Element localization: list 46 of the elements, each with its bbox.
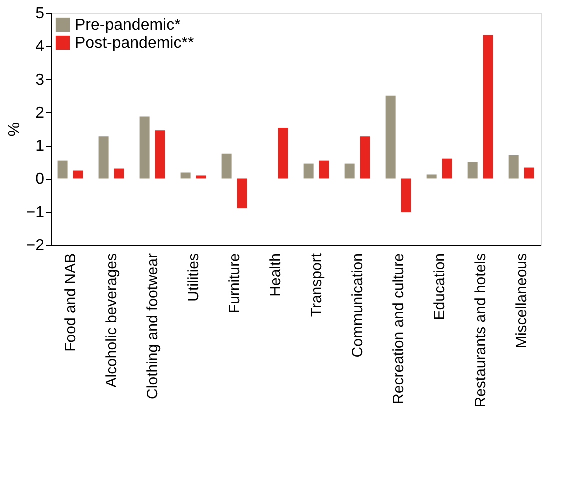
bar <box>386 96 396 179</box>
bar <box>196 176 206 179</box>
bar <box>180 172 191 179</box>
bar <box>114 168 124 179</box>
bar <box>508 156 519 179</box>
bar <box>155 130 166 179</box>
y-tick-label: −2 <box>26 238 45 254</box>
bar <box>222 154 232 179</box>
x-tick-label: Food and NAB <box>62 254 80 352</box>
bar <box>344 164 355 179</box>
y-tick-label: −1 <box>26 204 45 222</box>
bar <box>426 174 437 179</box>
x-tick-label: Education <box>432 254 449 320</box>
x-tick-label: Transport <box>308 252 326 318</box>
x-tick-label: Alcoholic beverages <box>103 254 120 388</box>
y-axis-title: % <box>6 122 24 137</box>
bar <box>524 168 534 179</box>
y-tick-label: 0 <box>36 171 45 188</box>
bar <box>237 178 248 209</box>
x-tick-label: Furniture <box>226 254 244 314</box>
y-tick-label: 3 <box>36 72 45 89</box>
bar <box>140 116 150 179</box>
bar <box>278 128 288 179</box>
bar <box>442 158 452 179</box>
x-tick-label: Utilities <box>185 254 202 302</box>
x-tick-label: Recreation and culture <box>390 254 408 404</box>
bar <box>319 160 330 179</box>
y-tick-label: 1 <box>36 138 45 156</box>
bar <box>304 164 314 179</box>
legend-label: Post-pandemic** <box>75 35 194 52</box>
x-tick-label: Health <box>268 254 284 297</box>
y-tick-label: 4 <box>36 38 45 56</box>
y-tick-label: 2 <box>36 104 45 122</box>
bar <box>73 170 84 179</box>
bar <box>401 178 412 213</box>
x-tick-label: Communication <box>350 254 367 358</box>
bar <box>98 136 109 179</box>
x-tick-label: Clothing and footwear <box>144 254 162 400</box>
bar <box>483 35 494 179</box>
y-tick-label: 5 <box>36 6 45 22</box>
bar <box>468 162 478 179</box>
legend-label: Pre-pandemic* <box>75 17 181 34</box>
x-tick-label: Restaurants and hotels <box>472 254 490 408</box>
bar <box>360 136 370 179</box>
x-tick-label: Miscellaneous <box>514 254 531 349</box>
bar <box>58 160 68 179</box>
